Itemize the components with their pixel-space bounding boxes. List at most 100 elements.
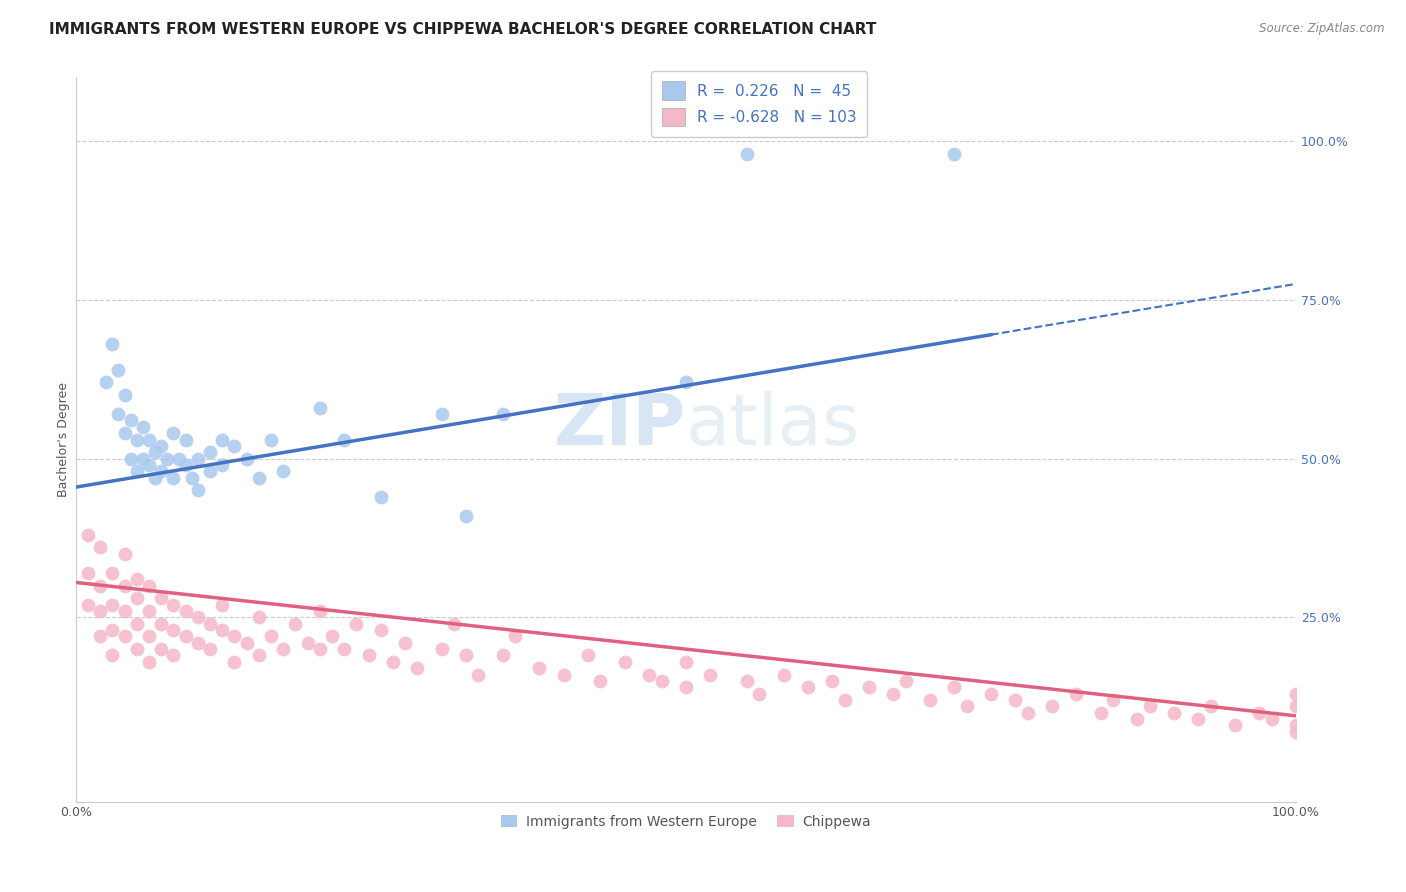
Point xyxy=(89,541,111,555)
Point xyxy=(1163,706,1185,720)
Point xyxy=(430,407,453,421)
Point xyxy=(224,439,246,453)
Point xyxy=(1187,712,1209,726)
Point xyxy=(955,699,977,714)
Point xyxy=(260,629,283,643)
Point xyxy=(834,693,856,707)
Point xyxy=(143,470,166,484)
Legend: Immigrants from Western Europe, Chippewa: Immigrants from Western Europe, Chippewa xyxy=(495,809,876,834)
Point xyxy=(235,451,257,466)
Point xyxy=(1102,693,1125,707)
Point xyxy=(101,623,124,637)
Point xyxy=(1066,687,1088,701)
Point xyxy=(114,547,136,561)
Point xyxy=(132,419,155,434)
Point xyxy=(321,629,343,643)
Point xyxy=(357,648,380,663)
Point xyxy=(101,598,124,612)
Point xyxy=(308,401,330,415)
Point xyxy=(1126,712,1149,726)
Point xyxy=(748,687,770,701)
Point xyxy=(211,598,233,612)
Point xyxy=(943,680,966,694)
Point xyxy=(735,673,758,688)
Point xyxy=(107,362,129,376)
Point xyxy=(370,623,392,637)
Point xyxy=(125,591,148,606)
Point xyxy=(198,445,221,459)
Point xyxy=(96,376,118,390)
Point xyxy=(576,648,599,663)
Point xyxy=(589,673,612,688)
Point xyxy=(198,642,221,657)
Point xyxy=(224,629,246,643)
Point xyxy=(308,604,330,618)
Point xyxy=(187,610,209,624)
Point xyxy=(114,629,136,643)
Point xyxy=(650,673,672,688)
Point xyxy=(77,598,100,612)
Point xyxy=(638,667,661,681)
Point xyxy=(308,642,330,657)
Point xyxy=(120,451,142,466)
Point xyxy=(150,439,173,453)
Point xyxy=(101,648,124,663)
Point xyxy=(492,648,515,663)
Point xyxy=(138,629,160,643)
Point xyxy=(198,616,221,631)
Point xyxy=(101,337,124,351)
Point xyxy=(492,407,515,421)
Point xyxy=(125,433,148,447)
Point xyxy=(150,591,173,606)
Point xyxy=(89,579,111,593)
Point xyxy=(162,648,184,663)
Point xyxy=(132,451,155,466)
Text: Source: ZipAtlas.com: Source: ZipAtlas.com xyxy=(1260,22,1385,36)
Point xyxy=(382,655,405,669)
Point xyxy=(503,629,526,643)
Point xyxy=(284,616,307,631)
Point xyxy=(247,648,270,663)
Point xyxy=(235,636,257,650)
Point xyxy=(174,629,197,643)
Point xyxy=(333,642,356,657)
Point xyxy=(858,680,880,694)
Point xyxy=(943,146,966,161)
Point xyxy=(138,579,160,593)
Point xyxy=(174,604,197,618)
Point xyxy=(797,680,820,694)
Point xyxy=(918,693,941,707)
Point xyxy=(187,636,209,650)
Point xyxy=(77,566,100,580)
Point xyxy=(894,673,917,688)
Point xyxy=(162,426,184,441)
Point xyxy=(1285,718,1308,732)
Point xyxy=(174,458,197,472)
Point xyxy=(114,604,136,618)
Point xyxy=(247,470,270,484)
Point xyxy=(187,483,209,498)
Point xyxy=(247,610,270,624)
Point xyxy=(443,616,465,631)
Point xyxy=(553,667,575,681)
Point xyxy=(125,464,148,478)
Point xyxy=(297,636,319,650)
Point xyxy=(138,655,160,669)
Point xyxy=(89,629,111,643)
Point xyxy=(1260,712,1282,726)
Point xyxy=(1017,706,1039,720)
Point xyxy=(406,661,429,675)
Point xyxy=(675,376,697,390)
Point xyxy=(1139,699,1161,714)
Text: atlas: atlas xyxy=(686,391,860,459)
Point xyxy=(456,648,478,663)
Point xyxy=(125,616,148,631)
Point xyxy=(169,451,191,466)
Point xyxy=(821,673,844,688)
Point xyxy=(138,604,160,618)
Point xyxy=(1285,687,1308,701)
Point xyxy=(150,464,173,478)
Point xyxy=(77,528,100,542)
Point xyxy=(125,642,148,657)
Point xyxy=(456,508,478,523)
